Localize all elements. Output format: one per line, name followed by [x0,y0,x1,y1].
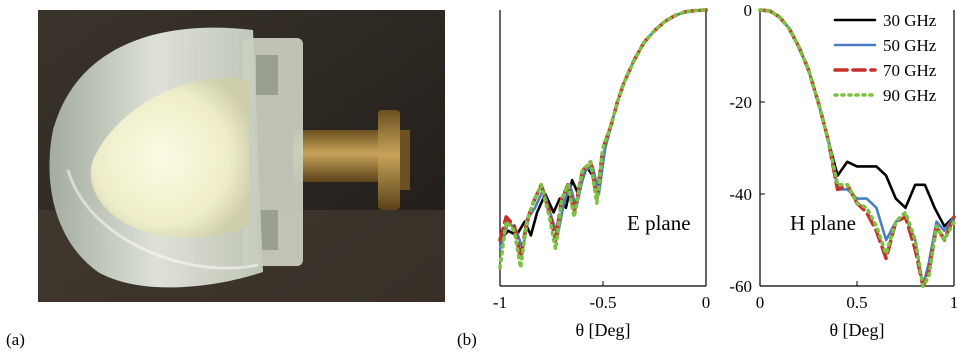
y-tick-label: -40 [729,185,752,204]
plane-annotation: H plane [790,211,856,235]
series-line-30-ghz [498,8,708,242]
plane-annotation: E plane [627,211,691,235]
e-plane-plot: -1 -0.5 0 θ [Deg] E plane [493,8,711,340]
legend-entry: 50 GHz [883,36,937,55]
y-tick-label: -60 [729,277,752,296]
panel-label-b: (b) [457,330,477,349]
h-plane-plot: 0 0.5 1 0 -20 -40 -60 θ [Deg] H plane 30 GHz 50 GH… [729,1,957,340]
dielectric-core [90,78,250,238]
legend-entry: 90 GHz [883,86,937,105]
panel-label-a: (a) [6,330,25,349]
x-axis-label: θ [Deg] [575,320,630,340]
y-tick-label: -20 [729,93,752,112]
legend-entry: 70 GHz [883,61,937,80]
legend-entry: 30 GHz [883,11,937,30]
series-line-90-ghz [498,8,708,270]
x-tick-label: -1 [493,293,507,312]
series-line-90-ghz [758,8,956,288]
x-tick-label: 0 [756,293,765,312]
x-tick-label: -0.5 [590,293,617,312]
waveguide-feed [293,130,388,182]
waveguide-flange [378,110,400,210]
x-tick-label: 1 [950,293,957,312]
x-tick-label: 0.5 [846,293,867,312]
x-axis-label: θ [Deg] [829,320,884,340]
y-tick-label: 0 [744,1,753,20]
x-tick-label: 0 [702,293,711,312]
lens-antenna-photo [38,10,445,302]
